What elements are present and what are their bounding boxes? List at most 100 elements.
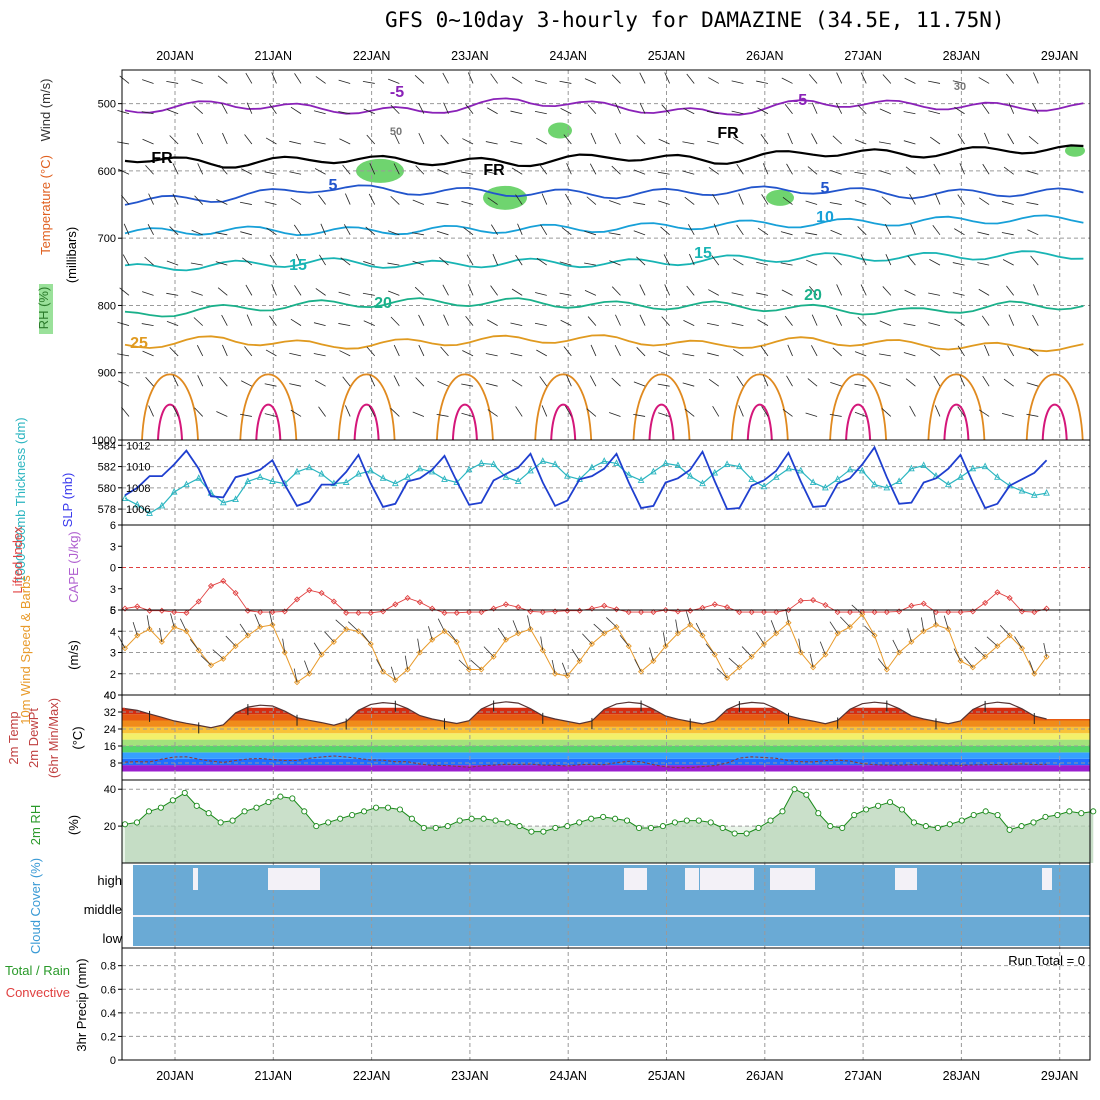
wind-barb [345,405,351,417]
lifted-index-marker [429,605,436,612]
wind-barb [929,136,941,145]
wind-barb [819,641,826,655]
wind-barb [510,141,523,145]
wind-barb [905,378,916,387]
wind-barb [830,169,842,175]
wind-barb [684,408,695,417]
hot-contour [353,403,380,441]
wind-barb [294,285,302,296]
lifted-index-marker [994,589,1001,596]
wind-barb [809,653,814,668]
wind-speed-marker [158,638,165,645]
wind-barb [584,78,597,84]
wind-barb [510,352,523,357]
temp-color-band [122,707,1090,715]
wind-barb [903,323,916,327]
wind-axis-tick-label: 3 [110,648,116,660]
thickness-marker [391,479,399,487]
lifted-index-marker [908,602,915,609]
rh-marker [1078,810,1085,817]
rh-shading-moist [548,122,572,139]
wind-barb [290,409,302,417]
thickness-marker [600,457,608,464]
wind-speed-marker [834,630,841,637]
rh-marker [181,789,188,796]
rh-line [124,788,1094,834]
wind-barb [412,199,425,205]
wind-barb [264,413,277,417]
wind-barb [1002,201,1014,205]
wind-barb [191,229,203,236]
thickness-marker [637,476,645,483]
wind-barb [664,72,671,84]
wind-barb [840,616,851,628]
wind-barb [657,171,670,175]
rh-marker [456,817,463,824]
temp-color-band [122,714,1090,721]
rh-marker [361,808,368,815]
wind-barb [731,80,744,84]
wind-barb [954,318,965,326]
rh-marker [839,824,846,832]
wind-barb [928,80,941,84]
rh-marker [767,817,774,824]
wind-barb [485,382,498,387]
thickness-marker [797,466,805,474]
rh2m-unit-label: (%) [66,815,81,835]
wind-speed-marker [343,626,350,633]
cloud-gap-high [800,868,815,890]
wind-barb [565,193,572,205]
rh-marker [851,811,858,819]
wind-barb [984,344,990,357]
wind-barb [786,375,793,387]
wind-speed-marker [502,636,509,643]
contour-label: 15 [694,245,712,262]
rh-marker [492,817,499,824]
thickness-axis-tick-label: 582 [98,462,116,474]
rh-marker [934,824,941,832]
wind-speed-marker [183,628,190,635]
wind-barb [860,284,867,296]
wind-barb [978,409,990,417]
lifted-index-marker [810,597,817,604]
thickness-marker [256,473,264,480]
wind-barb [953,648,961,662]
wind-barb [245,72,253,84]
wind-barb [485,171,498,175]
rh-marker [588,815,595,822]
wind10m-axis-label: 10m Wind Speed & Barbs [18,575,33,725]
lifted-index-marker [281,608,288,615]
rh-marker [372,804,380,811]
lifted-index-marker [945,609,952,616]
wind-barb [986,636,998,647]
lifted-index-marker [121,605,129,612]
wind-barb [241,168,253,175]
wind-barb [571,649,580,662]
wind-barb [244,134,253,145]
thickness-marker [404,473,411,480]
wind-barb [981,315,990,326]
thickness-marker [305,463,313,471]
wind-barb [807,166,818,175]
thickness-axis-tick-label: 584 [98,440,116,452]
temp-axis-tick-label: 8 [110,758,116,770]
wind-speed-marker [957,657,964,665]
cloud-gap-high [193,868,198,890]
wind-barb [166,109,179,115]
wind-barb [345,193,351,205]
wind-barb [485,141,498,145]
rh-marker [803,791,810,798]
rh-marker [647,824,655,832]
lifted-index-marker [834,609,841,616]
wind-barb [217,75,228,84]
warm-contour [534,373,593,441]
wind-barb [314,168,326,175]
thickness-marker [195,474,203,481]
wind-barb [222,344,228,357]
thickness-marker [1043,489,1050,496]
thickness-marker [871,480,878,488]
wind-barb [511,379,523,387]
rh-marker [265,799,272,806]
wind-barb [907,255,916,266]
wind-barb [189,639,200,651]
